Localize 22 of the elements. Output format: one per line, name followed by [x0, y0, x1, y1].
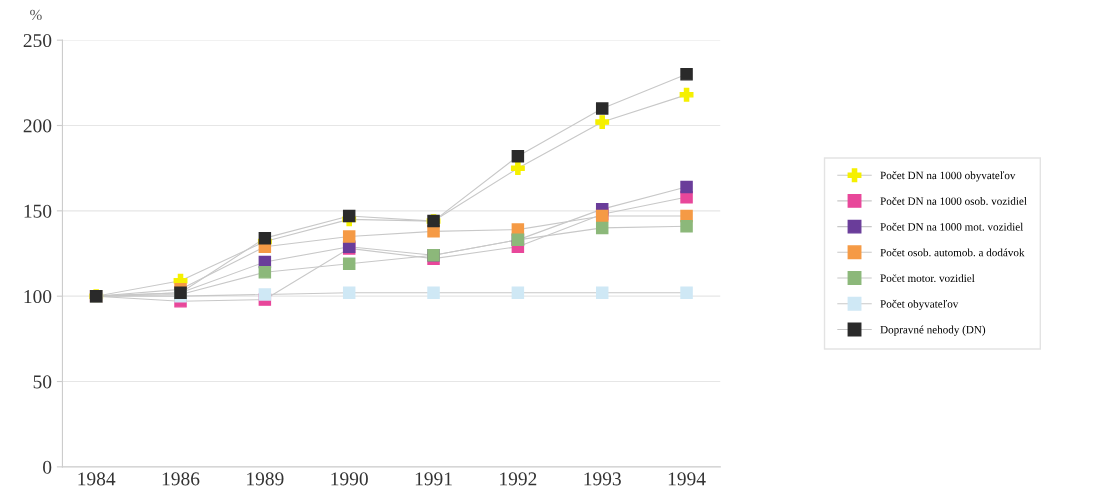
y-tick-label: 50: [33, 375, 52, 389]
x-tick-label: 1990: [331, 472, 368, 486]
legend-label: Počet osob. automob. a dodávok: [880, 248, 1025, 257]
legend-label: Počet DN na 1000 mot. vozidiel: [880, 222, 1024, 231]
y-tick-label: 150: [24, 204, 52, 218]
x-tick-label: 1991: [415, 472, 452, 486]
y-axis-title: %: [30, 9, 42, 21]
y-tick-label: 200: [23, 119, 52, 133]
x-tick-label: 1989: [247, 472, 284, 486]
legend-label: Počet DN na 1000 obyvateľov: [880, 171, 1016, 182]
legend-label: Počet obyvateľov: [880, 299, 959, 310]
x-tick-label: 1986: [162, 472, 200, 486]
y-tick-label: 100: [24, 290, 52, 304]
x-tick-label: 1993: [584, 472, 621, 486]
legend-label: Počet motor. vozidiel: [880, 274, 975, 283]
legend-label: Dopravné nehody (DN): [880, 325, 986, 336]
y-tick-label: 250: [23, 33, 52, 48]
legend-label: Počet DN na 1000 osob. vozidiel: [880, 197, 1027, 205]
y-tick-label: 0: [43, 460, 52, 474]
x-tick-label: 1994: [668, 472, 706, 486]
x-tick-label: 1984: [78, 472, 116, 486]
x-tick-label: 1992: [500, 472, 537, 486]
